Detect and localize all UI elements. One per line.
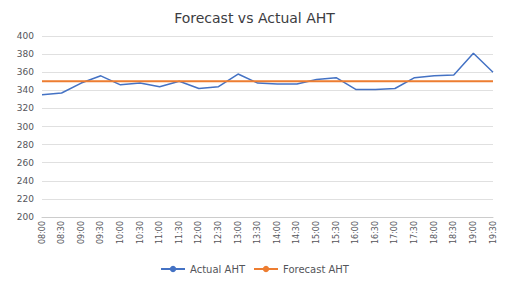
svg-text:Actual AHT: Actual AHT <box>190 264 246 275</box>
svg-text:18:00: 18:00 <box>430 221 439 244</box>
svg-text:240: 240 <box>17 176 34 186</box>
svg-text:17:30: 17:30 <box>410 221 419 244</box>
svg-text:380: 380 <box>17 49 34 59</box>
svg-text:280: 280 <box>17 140 34 150</box>
svg-text:260: 260 <box>17 158 34 168</box>
svg-text:08:00: 08:00 <box>38 221 47 244</box>
svg-text:19:00: 19:00 <box>469 221 478 244</box>
svg-text:14:30: 14:30 <box>292 221 301 244</box>
svg-text:19:30: 19:30 <box>489 221 498 244</box>
svg-text:Forecast vs Actual AHT: Forecast vs Actual AHT <box>174 10 335 26</box>
svg-text:14:00: 14:00 <box>273 221 282 244</box>
svg-text:200: 200 <box>17 212 34 222</box>
svg-text:12:30: 12:30 <box>214 221 223 244</box>
svg-text:18:30: 18:30 <box>449 221 458 244</box>
svg-text:09:00: 09:00 <box>77 221 86 244</box>
svg-text:16:00: 16:00 <box>351 221 360 244</box>
svg-text:360: 360 <box>17 67 34 77</box>
svg-text:17:00: 17:00 <box>390 221 399 244</box>
svg-text:220: 220 <box>17 194 34 204</box>
svg-text:400: 400 <box>17 31 34 41</box>
svg-text:10:00: 10:00 <box>116 221 125 244</box>
svg-text:11:30: 11:30 <box>175 221 184 244</box>
svg-text:09:30: 09:30 <box>96 221 105 244</box>
svg-text:300: 300 <box>17 122 34 132</box>
svg-text:Forecast AHT: Forecast AHT <box>283 264 350 275</box>
svg-text:15:30: 15:30 <box>332 221 341 244</box>
svg-text:13:30: 13:30 <box>253 221 262 244</box>
svg-text:320: 320 <box>17 103 34 113</box>
svg-text:11:00: 11:00 <box>155 221 164 244</box>
svg-text:15:00: 15:00 <box>312 221 321 244</box>
svg-text:12:00: 12:00 <box>194 221 203 244</box>
svg-text:340: 340 <box>17 85 34 95</box>
svg-text:10:30: 10:30 <box>136 221 145 244</box>
svg-text:08:30: 08:30 <box>57 221 66 244</box>
svg-text:16:30: 16:30 <box>371 221 380 244</box>
svg-text:13:00: 13:00 <box>234 221 243 244</box>
